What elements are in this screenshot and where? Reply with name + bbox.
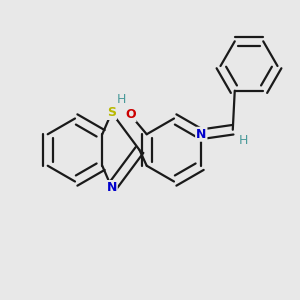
Text: H: H xyxy=(116,93,126,106)
Text: H: H xyxy=(238,134,248,147)
Text: N: N xyxy=(106,181,117,194)
Text: S: S xyxy=(107,106,116,119)
Text: O: O xyxy=(125,108,136,121)
Text: N: N xyxy=(196,128,206,141)
